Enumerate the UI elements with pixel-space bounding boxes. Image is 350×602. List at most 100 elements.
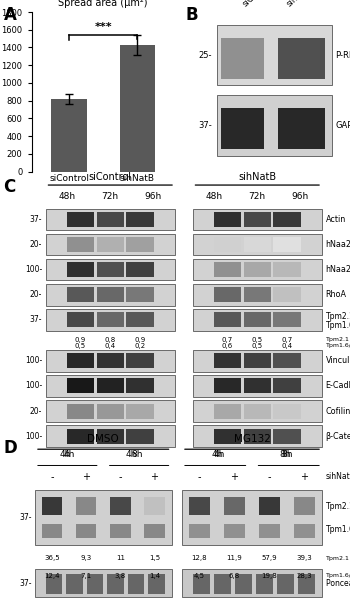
Bar — [193, 234, 322, 255]
Bar — [244, 379, 271, 394]
Text: C: C — [4, 178, 16, 196]
Text: +: + — [150, 472, 159, 482]
Bar — [278, 37, 324, 79]
Bar — [87, 574, 103, 594]
Bar — [193, 309, 322, 330]
Bar — [110, 524, 131, 538]
Bar — [214, 379, 241, 394]
Bar — [273, 403, 301, 418]
Bar — [273, 237, 301, 252]
Bar — [214, 262, 241, 277]
Text: 96h: 96h — [292, 192, 309, 201]
Text: Tpm1.6/1.7: Tpm1.6/1.7 — [326, 321, 350, 330]
Bar — [46, 574, 62, 594]
Bar — [107, 574, 124, 594]
Text: 37-: 37- — [19, 579, 32, 588]
Text: 39,3: 39,3 — [297, 555, 313, 561]
Text: +: + — [301, 472, 308, 482]
Text: siControl: siControl — [89, 172, 132, 182]
Text: 4h: 4h — [59, 450, 70, 459]
Text: 28,3: 28,3 — [297, 573, 312, 579]
Title: Spread area (μm²): Spread area (μm²) — [58, 0, 148, 8]
Bar — [67, 237, 94, 252]
Text: 37-: 37- — [19, 513, 32, 522]
Bar — [278, 108, 324, 149]
Text: ***: *** — [94, 22, 112, 33]
Bar — [294, 497, 315, 515]
Bar — [182, 569, 322, 597]
Bar — [46, 309, 175, 330]
Text: 37-: 37- — [29, 315, 42, 324]
Text: Cofilin: Cofilin — [326, 406, 350, 415]
Text: 11,9: 11,9 — [227, 555, 242, 561]
Text: 8h: 8h — [132, 450, 143, 459]
Text: 6,8: 6,8 — [229, 573, 240, 579]
Text: 100-: 100- — [25, 432, 42, 441]
Text: siControl: siControl — [241, 0, 275, 9]
Bar — [97, 379, 124, 394]
Bar — [273, 212, 301, 227]
Bar — [46, 234, 175, 255]
Text: 1,4: 1,4 — [149, 573, 160, 579]
Text: 0,7: 0,7 — [222, 337, 233, 343]
Text: 25-: 25- — [198, 51, 212, 60]
Bar — [126, 379, 154, 394]
Text: Tpm1.6/1.7: Tpm1.6/1.7 — [326, 574, 350, 579]
Text: 3,8: 3,8 — [115, 573, 126, 579]
Bar — [35, 490, 172, 545]
Text: 0,5: 0,5 — [252, 337, 263, 343]
Bar — [217, 95, 332, 155]
Bar — [110, 497, 131, 515]
Text: Tpm2.1: Tpm2.1 — [326, 556, 349, 560]
Bar — [235, 574, 252, 594]
Text: 72h: 72h — [249, 192, 266, 201]
Text: 37-: 37- — [198, 121, 212, 130]
Text: 7,1: 7,1 — [80, 573, 92, 579]
Bar — [193, 400, 322, 422]
Bar — [217, 25, 332, 85]
Bar — [46, 375, 175, 397]
Bar — [46, 284, 175, 305]
Text: 4,5: 4,5 — [194, 573, 205, 579]
Bar — [273, 287, 301, 302]
Text: 8h: 8h — [280, 450, 291, 459]
Text: 0,7: 0,7 — [281, 337, 293, 343]
Bar — [76, 524, 96, 538]
Bar — [259, 497, 280, 515]
Bar — [144, 497, 165, 515]
Bar — [193, 574, 210, 594]
Bar — [298, 574, 315, 594]
Bar — [193, 259, 322, 281]
Bar — [193, 375, 322, 397]
Bar — [294, 524, 315, 538]
Bar — [67, 379, 94, 394]
Bar — [67, 287, 94, 302]
Text: Tpm1.6/1.7: Tpm1.6/1.7 — [326, 343, 350, 348]
Text: B: B — [186, 6, 198, 24]
Bar — [214, 403, 241, 418]
Text: -: - — [198, 472, 201, 482]
Bar — [67, 403, 94, 418]
Bar — [189, 524, 210, 538]
Bar — [126, 212, 154, 227]
Bar — [67, 212, 94, 227]
Text: 0,5: 0,5 — [75, 343, 86, 349]
Bar — [76, 497, 96, 515]
Text: 20-: 20- — [30, 240, 42, 249]
Bar — [120, 45, 155, 172]
Text: 57,9: 57,9 — [262, 555, 277, 561]
Bar — [128, 574, 144, 594]
Bar — [182, 490, 322, 545]
Text: 0,4: 0,4 — [105, 343, 116, 349]
Bar — [244, 237, 271, 252]
Text: Tpm2.1: Tpm2.1 — [326, 502, 350, 511]
Bar — [67, 312, 94, 327]
Bar — [97, 353, 124, 368]
Bar — [46, 209, 175, 230]
Text: 4h: 4h — [213, 450, 224, 459]
Text: 4h: 4h — [126, 450, 137, 459]
Bar — [244, 287, 271, 302]
Bar — [244, 262, 271, 277]
Bar — [67, 262, 94, 277]
Bar — [126, 429, 154, 444]
